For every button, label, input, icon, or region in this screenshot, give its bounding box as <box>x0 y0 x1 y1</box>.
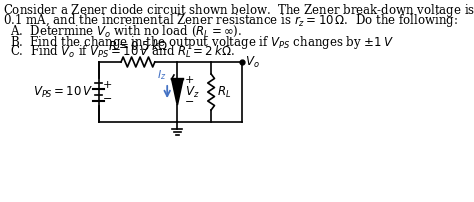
Polygon shape <box>172 79 183 105</box>
Text: $V_{PS} = 10\,V$: $V_{PS} = 10\,V$ <box>34 84 94 100</box>
Text: Consider a Zener diode circuit shown below.  The Zener break-down voltage is $V_: Consider a Zener diode circuit shown bel… <box>3 2 474 19</box>
Text: $V_z$: $V_z$ <box>185 84 199 100</box>
Text: +: + <box>103 80 112 90</box>
Text: −: − <box>185 97 194 107</box>
Text: −: − <box>103 94 112 104</box>
Text: $V_o$: $V_o$ <box>245 55 260 69</box>
Text: $R = 0.5\,k\Omega$: $R = 0.5\,k\Omega$ <box>108 39 168 53</box>
Text: B.  Find the change in the output voltage if $V_{PS}$ changes by $\pm 1\,V$: B. Find the change in the output voltage… <box>10 34 394 51</box>
Text: +: + <box>185 75 194 85</box>
Text: $R_L$: $R_L$ <box>217 84 231 100</box>
Text: A.  Determine $V_o$ with no load ($R_L = \infty$).: A. Determine $V_o$ with no load ($R_L = … <box>10 24 242 39</box>
Text: C.  Find $V_o$ if $V_{PS} = 10\,V$ and $R_L = 2\,k\Omega$.: C. Find $V_o$ if $V_{PS} = 10\,V$ and $R… <box>10 44 235 60</box>
Text: $I_z$: $I_z$ <box>156 68 166 82</box>
Text: 0.1 mA, and the incremental Zener resistance is $r_z = 10\,\Omega$.  Do the foll: 0.1 mA, and the incremental Zener resist… <box>3 12 458 29</box>
